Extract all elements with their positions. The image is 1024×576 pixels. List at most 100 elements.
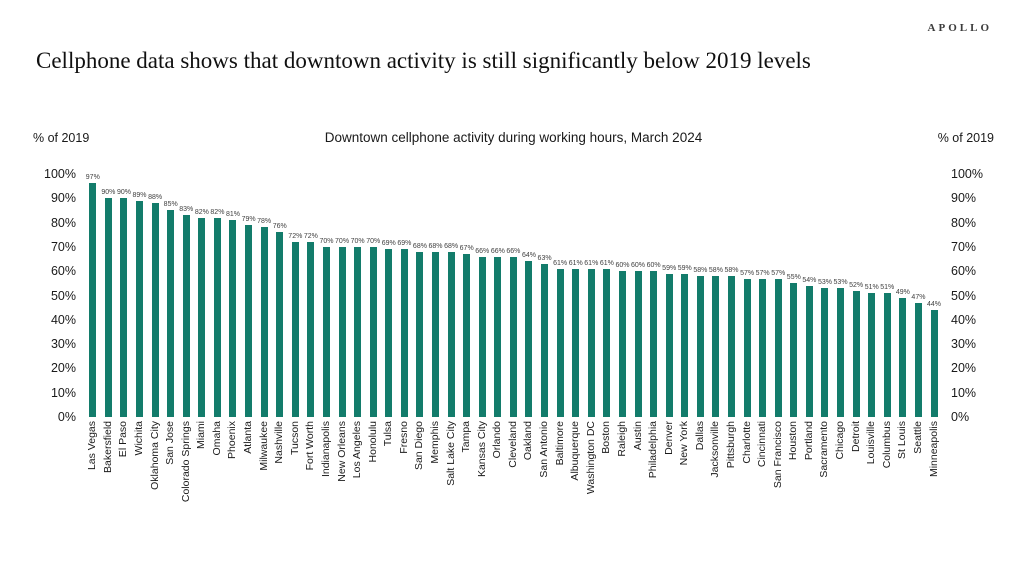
x-axis-label: Bakersfield [101,421,114,473]
bar-stack: 66% [506,174,520,417]
x-axis-label: Fresno [397,421,410,454]
y-tick-label: 10% [951,385,977,400]
x-axis-label: Austin [631,421,644,451]
y-tick-label: 0% [57,410,76,424]
bar-column: 49% St Louis [895,174,911,529]
bar-stack: 58% [724,174,739,417]
bar-stack: 53% [818,174,832,417]
bar [447,251,455,417]
bar-value-label: 70% [350,237,365,245]
x-axis-label: Pittsburgh [724,421,737,469]
bar-column: 54% Portland [802,174,818,529]
bar-stack: 52% [849,174,863,417]
bar [759,278,767,417]
bar-stack: 58% [709,174,723,417]
chart-title: Downtown cellphone activity during worki… [324,130,703,145]
bar-value-label: 60% [615,262,630,270]
x-axis-label: Baltimore [553,421,566,466]
bar-value-label: 67% [459,245,474,253]
x-axis-label: Fort Worth [304,421,317,471]
x-axis-label: Cleveland [506,421,519,468]
bar-column: 85% San Jose [163,174,179,529]
bar-value-label: 47% [911,293,926,301]
x-axis-label: Kansas City [475,421,488,478]
x-axis-label: New York [678,421,691,466]
bar-value-label: 97% [85,174,100,181]
bar-stack: 89% [133,174,147,417]
y-tick-label: 80% [50,215,76,230]
x-axis-label: Oakland [522,421,535,461]
bar [541,263,549,417]
bar-stack: 83% [179,174,193,417]
x-axis-label: Miami [195,421,208,449]
bar-column: 68% Memphis [428,174,444,529]
bar-column: 72% Tucson [288,174,304,529]
y-tick-label: 40% [951,312,977,327]
bar-stack: 57% [771,174,785,417]
bar-stack: 90% [101,174,115,417]
bar [603,268,611,417]
bar-value-label: 66% [475,247,490,255]
y-tick-label: 90% [50,191,76,206]
bar [354,246,362,417]
bar-column: 64% Oakland [521,174,537,529]
bar-column: 58% Jacksonville [708,174,724,529]
bar-stack: 60% [615,174,629,417]
y-tick-label: 10% [50,385,76,400]
bar-stack: 59% [678,174,692,417]
bar-stack: 66% [475,174,489,417]
bar [182,215,190,417]
x-axis-label: Honolulu [366,421,379,463]
x-axis-label: Colorado Springs [179,421,192,503]
bar [587,268,595,417]
bar-value-label: 82% [210,208,225,216]
bar [400,249,408,417]
bar-stack: 63% [538,174,552,417]
bar-column: 82% Miami [194,174,210,529]
bar-stack: 70% [335,174,349,417]
bar [712,276,720,417]
x-axis-label: Tulsa [382,421,395,447]
bar-value-label: 64% [521,252,536,260]
bar [805,285,813,417]
chart-header-row: % of 2019 Downtown cellphone activity du… [33,130,994,150]
bar-value-label: 53% [817,279,832,287]
bar [899,297,907,417]
bar-stack: 68% [444,174,458,417]
bar [727,276,735,417]
bar-column: 69% Tulsa [381,174,397,529]
bar-stack: 66% [491,174,505,417]
bar-value-label: 59% [662,264,677,272]
bar [650,271,658,417]
x-axis-label: Raleigh [615,421,628,457]
bar-value-label: 81% [225,211,240,219]
left-axis-unit-label: % of 2019 [33,131,90,145]
y-axis-left: 100% 90% 80% 70% 60% 50% 40% 30% 20% 10% 0% [33,167,85,424]
bar-stack: 67% [460,174,474,417]
bar-value-label: 83% [179,206,194,214]
bar-column: 70% New Orleans [334,174,350,529]
apollo-logo: APOLLO [927,22,992,34]
bar [509,256,517,417]
bar-value-label: 66% [506,247,521,255]
y-axis-right: 100% 90% 80% 70% 60% 50% 40% 30% 20% 10% 0% [942,167,994,424]
bar-stack: 78% [257,174,271,417]
y-tick-label: 60% [50,264,76,279]
bar-column: 97% Las Vegas [85,174,101,529]
bar-value-label: 57% [771,269,786,277]
bar-stack: 76% [273,174,287,417]
bar [790,283,798,417]
y-tick-label: 70% [50,239,76,254]
bar-value-label: 55% [786,274,801,282]
x-axis-label: San Francisco [771,421,784,489]
bar [930,310,938,417]
bar [260,227,268,417]
y-tick-label: 40% [50,312,76,327]
bar-stack: 61% [584,174,598,417]
bar-value-label: 60% [631,262,646,270]
y-tick-label: 100% [44,167,76,181]
bar [307,242,315,417]
x-axis-label: Milwaukee [257,421,270,471]
bar-stack: 61% [569,174,583,417]
y-tick-label: 90% [951,191,977,206]
